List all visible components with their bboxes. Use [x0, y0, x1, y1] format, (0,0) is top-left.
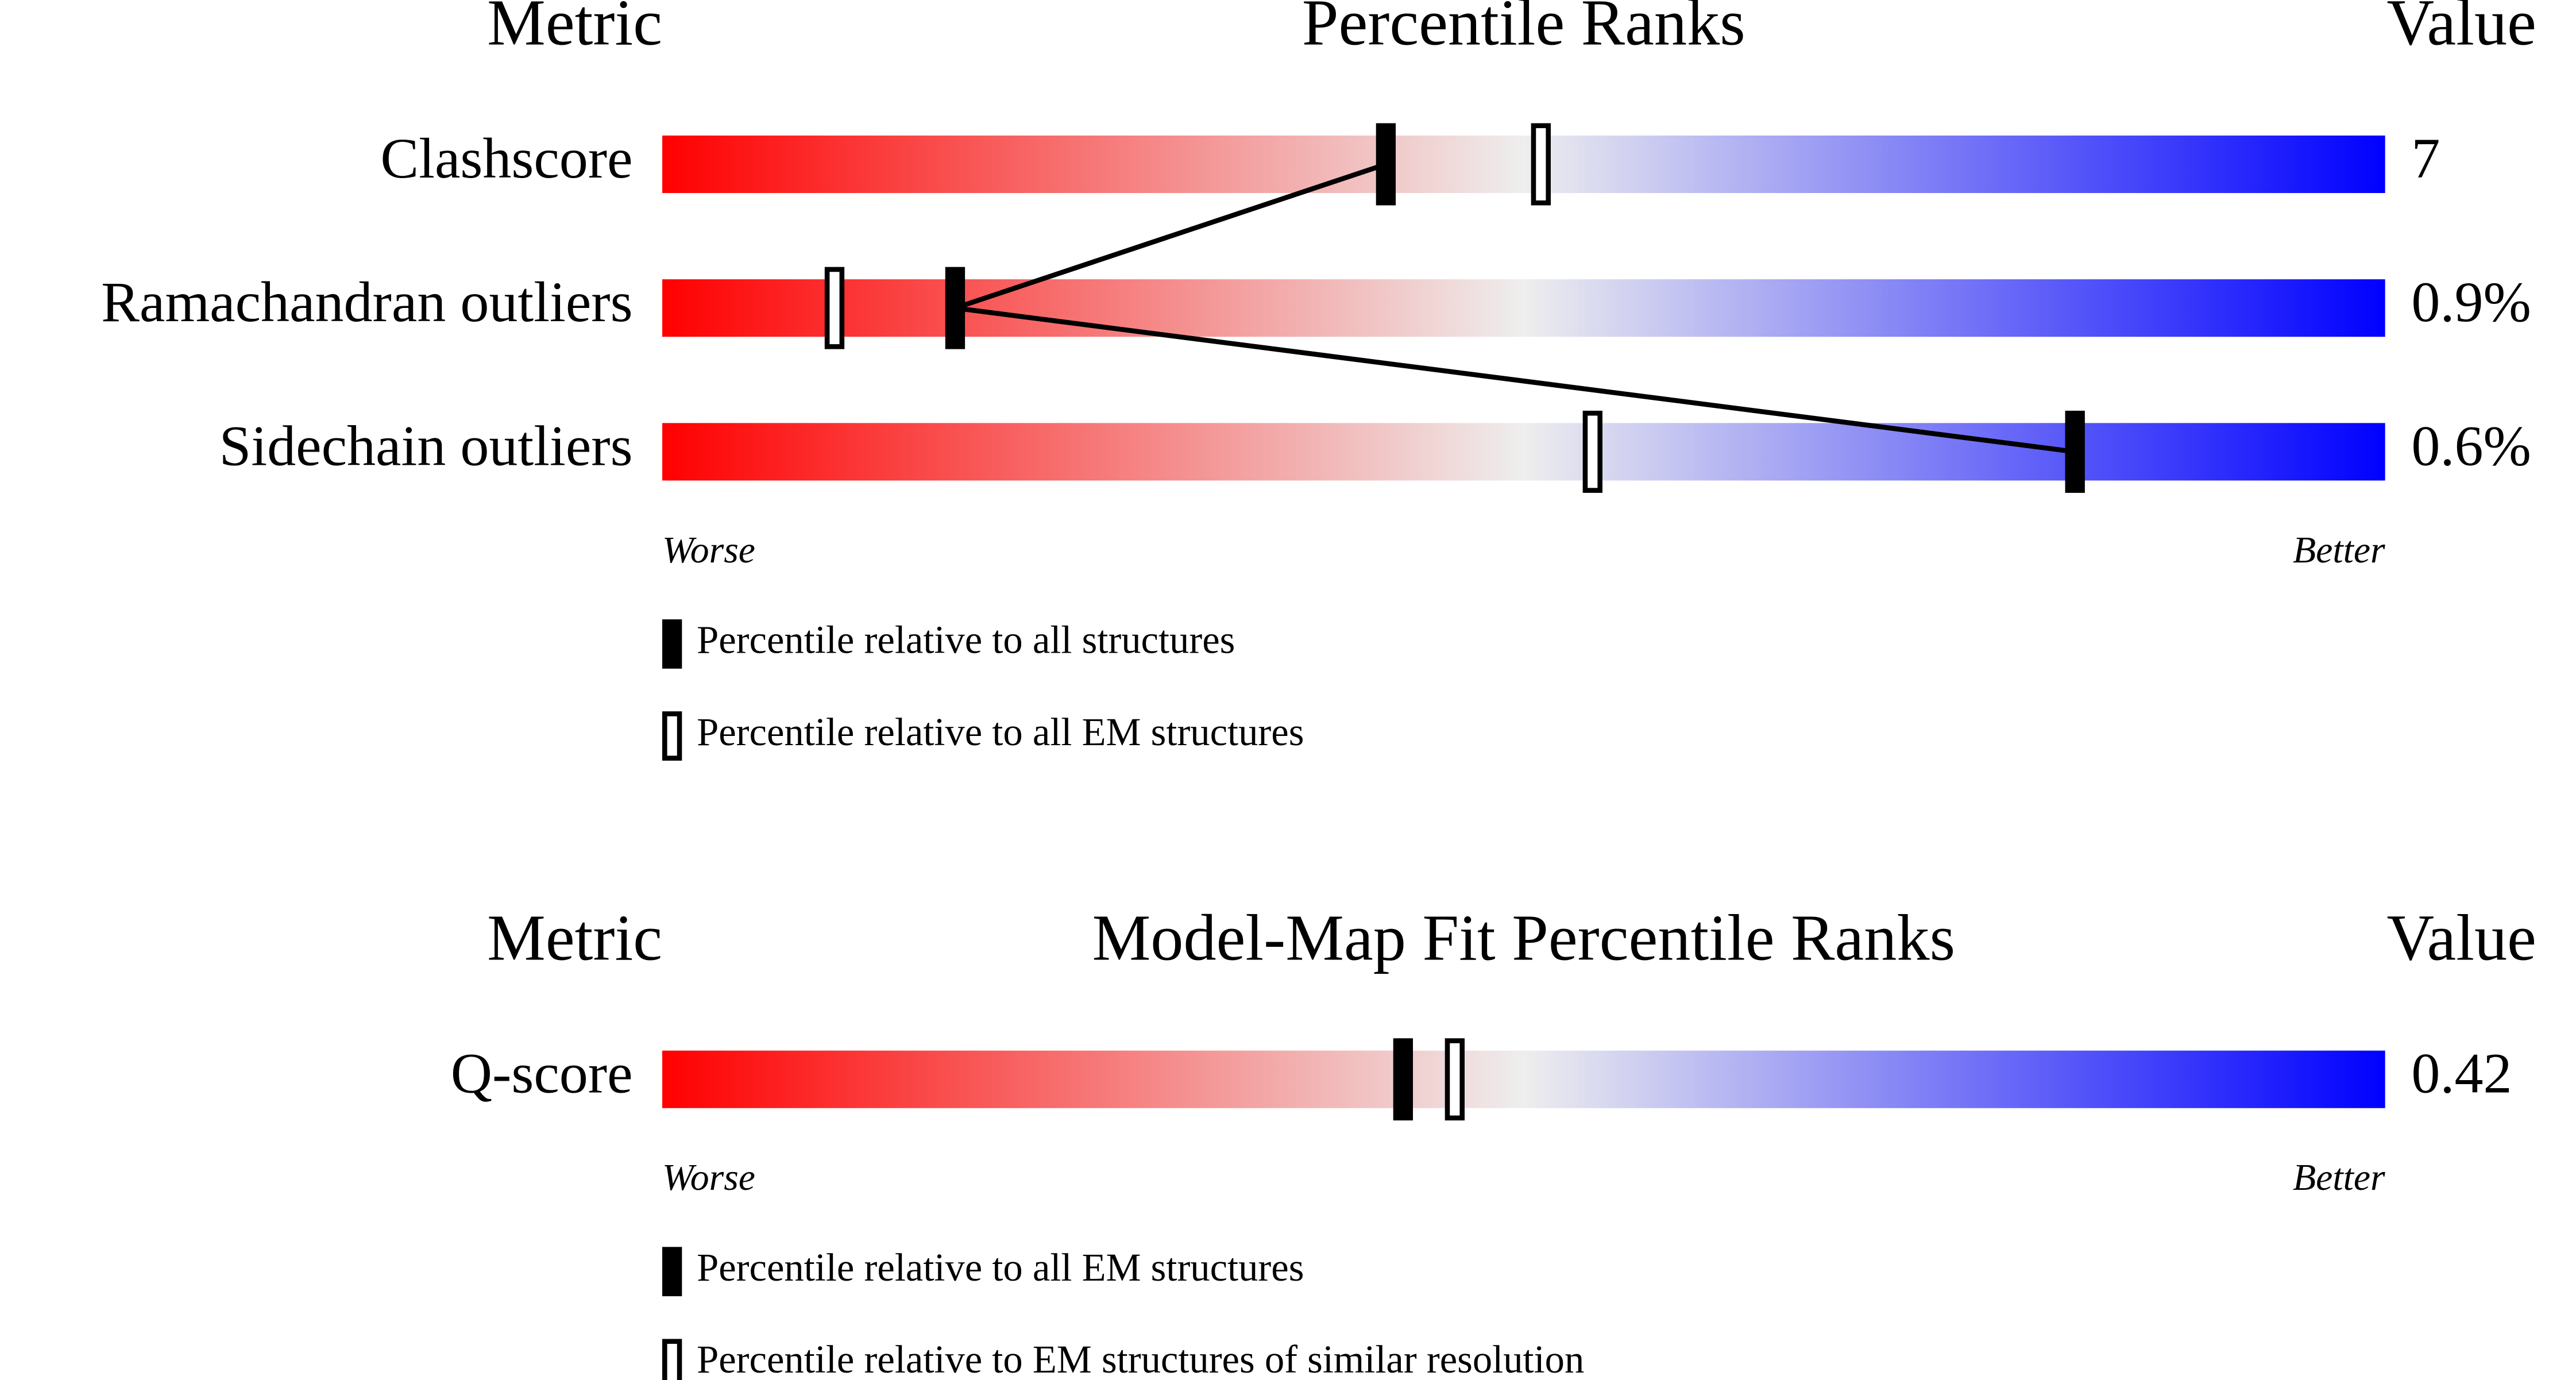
legend-swatch [662, 1339, 682, 1380]
metric-label: Q-score [451, 1042, 633, 1105]
legend-swatch [662, 619, 682, 669]
slider-bar [662, 1050, 2385, 1108]
metric-header: Metric [487, 0, 662, 59]
metric-header: Metric [487, 901, 662, 974]
metric-label: Sidechain outliers [219, 414, 633, 477]
worse-label: Worse [662, 1157, 755, 1198]
marker-outline [1582, 410, 1602, 493]
slider-bar [662, 279, 2385, 337]
chart-title: Model-Map Fit Percentile Ranks [1092, 901, 1956, 974]
metric-value: 0.9% [2411, 270, 2531, 334]
metric-label: Ramachandran outliers [101, 270, 632, 334]
marker-filled [1393, 1038, 1413, 1121]
metric-value: 7 [2411, 126, 2440, 190]
legend-label: Percentile relative to all EM structures [697, 710, 1304, 754]
metric-value: 0.42 [2411, 1042, 2512, 1105]
value-header: Value [2387, 0, 2536, 59]
legend-label: Percentile relative to EM structures of … [697, 1337, 1584, 1380]
legend-swatch [662, 1247, 682, 1297]
marker-outline [824, 267, 845, 349]
marker-filled [2065, 410, 2085, 493]
marker-outline [1445, 1038, 1465, 1121]
marker-filled [945, 267, 965, 349]
legend-label: Percentile relative to all EM structures [697, 1246, 1304, 1289]
slider-bar [662, 423, 2385, 481]
metric-label: Clashscore [380, 126, 632, 190]
better-label: Better [2293, 1157, 2385, 1198]
slider-bar [662, 135, 2385, 193]
value-header: Value [2387, 901, 2536, 974]
better-label: Better [2293, 529, 2385, 571]
metric-value: 0.6% [2411, 414, 2531, 477]
marker-filled [1376, 123, 1396, 206]
legend-swatch [662, 711, 682, 761]
worse-label: Worse [662, 529, 755, 571]
marker-outline [1531, 123, 1551, 206]
chart-title: Percentile Ranks [1302, 0, 1745, 59]
legend-label: Percentile relative to all structures [697, 618, 1235, 662]
